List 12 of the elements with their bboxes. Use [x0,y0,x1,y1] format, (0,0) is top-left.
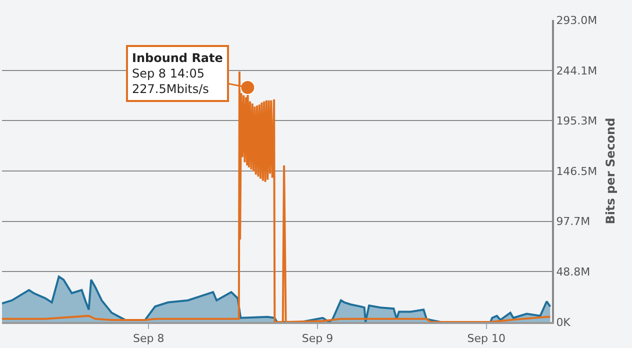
x-tick-label: Sep 10 [467,332,506,346]
y-tick-label: 0K [556,316,572,329]
y-axis-title: Bits per Second [604,118,618,224]
x-tick-label: Sep 8 [132,332,164,346]
y-tick-label: 146.5M [556,164,598,178]
y-tick-label: 48.8M [556,266,590,279]
y-tick-label: 293.0M [556,14,598,27]
y-tick-label: 97.7M [556,215,590,228]
x-tick-label: Sep 9 [302,332,334,346]
y-tick-label: 244.1M [556,64,598,78]
annotation: Inbound Rate Sep 8 14:05 227.5Mbits/s [132,51,223,96]
y-tick-label: 195.3M [556,114,598,128]
